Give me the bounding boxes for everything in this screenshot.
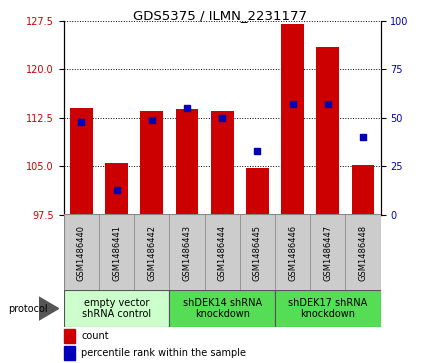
Point bbox=[254, 148, 261, 154]
Bar bbox=[64, 329, 75, 343]
Text: GSM1486444: GSM1486444 bbox=[218, 225, 227, 281]
Bar bbox=[240, 214, 275, 292]
Point bbox=[324, 101, 331, 107]
Bar bbox=[275, 214, 310, 292]
Bar bbox=[205, 214, 240, 292]
Bar bbox=[64, 290, 169, 327]
Bar bbox=[345, 214, 381, 292]
Bar bbox=[169, 214, 205, 292]
Polygon shape bbox=[39, 297, 59, 320]
Bar bbox=[105, 163, 128, 215]
Text: empty vector
shRNA control: empty vector shRNA control bbox=[82, 298, 151, 319]
Point bbox=[78, 119, 85, 125]
Point bbox=[183, 105, 191, 111]
Text: GSM1486442: GSM1486442 bbox=[147, 225, 156, 281]
Text: shDEK14 shRNA
knockdown: shDEK14 shRNA knockdown bbox=[183, 298, 262, 319]
Bar bbox=[352, 165, 374, 215]
Point bbox=[289, 101, 296, 107]
Text: GSM1486446: GSM1486446 bbox=[288, 225, 297, 281]
Bar bbox=[64, 214, 99, 292]
Bar bbox=[211, 111, 234, 215]
Point bbox=[359, 134, 367, 140]
Text: GSM1486443: GSM1486443 bbox=[183, 225, 191, 281]
Bar bbox=[99, 214, 134, 292]
Text: GSM1486441: GSM1486441 bbox=[112, 225, 121, 281]
Text: GSM1486447: GSM1486447 bbox=[323, 225, 332, 281]
Bar bbox=[169, 290, 275, 327]
Bar bbox=[316, 46, 339, 215]
Bar bbox=[310, 214, 345, 292]
Bar bbox=[281, 24, 304, 215]
Point bbox=[148, 117, 155, 123]
Text: GSM1486445: GSM1486445 bbox=[253, 225, 262, 281]
Bar bbox=[246, 168, 269, 215]
Text: GSM1486448: GSM1486448 bbox=[359, 225, 367, 281]
Bar bbox=[64, 346, 75, 360]
Bar bbox=[134, 214, 169, 292]
Text: shDEK17 shRNA
knockdown: shDEK17 shRNA knockdown bbox=[288, 298, 367, 319]
Bar bbox=[140, 111, 163, 215]
Bar bbox=[275, 290, 381, 327]
Text: count: count bbox=[81, 331, 109, 341]
Point bbox=[219, 115, 226, 121]
Text: GSM1486440: GSM1486440 bbox=[77, 225, 86, 281]
Text: percentile rank within the sample: percentile rank within the sample bbox=[81, 348, 246, 358]
Text: protocol: protocol bbox=[8, 303, 48, 314]
Bar bbox=[176, 109, 198, 215]
Text: GDS5375 / ILMN_2231177: GDS5375 / ILMN_2231177 bbox=[133, 9, 307, 22]
Bar bbox=[70, 108, 93, 215]
Point bbox=[113, 187, 120, 192]
